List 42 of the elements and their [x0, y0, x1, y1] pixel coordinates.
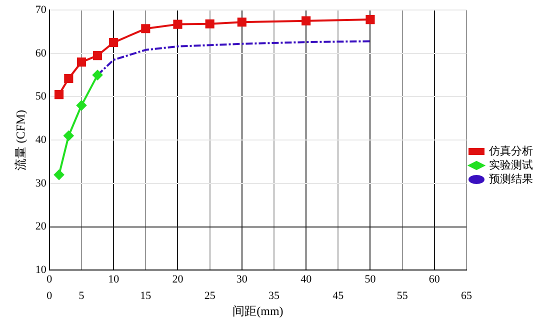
point — [366, 15, 375, 24]
point — [237, 18, 246, 27]
y-tick-label: 60 — [35, 47, 47, 60]
y-tick-label: 20 — [35, 220, 47, 233]
y-axis-title: 流量 (CFM) — [13, 110, 28, 170]
x-tick-label: 0 — [46, 274, 53, 286]
point — [109, 38, 118, 48]
x2-tick-label: 35 — [268, 290, 280, 302]
x-tick-label: 30 — [236, 274, 248, 286]
x2-tick-label: 0 — [46, 290, 53, 302]
point — [64, 74, 74, 84]
point — [173, 20, 182, 29]
x-tick-label: 10 — [108, 274, 120, 286]
x-axis-title: 间距(mm) — [232, 304, 284, 318]
y-tick-label: 10 — [35, 264, 47, 276]
x2-tick-label: 55 — [396, 290, 408, 302]
legend-label: 仿真分析 — [488, 144, 533, 158]
point — [76, 58, 86, 67]
x-tick-label: 50 — [364, 274, 376, 286]
legend-label: 预测结果 — [489, 172, 533, 186]
x-tick-label: 60 — [428, 274, 440, 286]
point — [64, 130, 74, 141]
x2-tick-label: 15 — [140, 290, 152, 302]
point — [54, 170, 64, 180]
point — [205, 19, 214, 28]
y-tick-label: 30 — [35, 177, 47, 190]
x-tick-label: 20 — [172, 274, 184, 286]
point — [141, 24, 150, 34]
point — [92, 51, 102, 60]
point — [302, 16, 311, 26]
x-tick-label: 40 — [300, 274, 312, 286]
x2-tick-label: 5 — [78, 290, 85, 302]
y-tick-label: 40 — [35, 134, 47, 146]
x2-tick-label: 65 — [461, 290, 472, 302]
point — [76, 100, 86, 110]
legend-label: 实验测试 — [489, 158, 533, 172]
x2-tick-label: 25 — [204, 290, 216, 302]
point — [92, 70, 103, 80]
y-tick-label: 70 — [35, 4, 47, 16]
x2-tick-label: 45 — [332, 290, 344, 302]
point — [54, 90, 64, 100]
y-tick-label: 50 — [35, 90, 47, 103]
